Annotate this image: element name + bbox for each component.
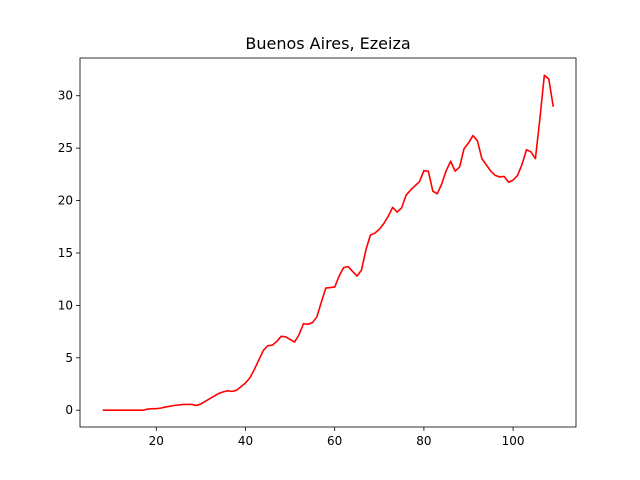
y-tick-label: 25	[58, 141, 73, 155]
x-tick-label: 80	[416, 434, 431, 448]
y-tick-label: 15	[58, 246, 73, 260]
x-tick-label: 40	[238, 434, 253, 448]
y-tick-label: 5	[65, 351, 73, 365]
y-tick-label: 0	[65, 403, 73, 417]
series-line-0	[102, 74, 555, 412]
chart-title: Buenos Aires, Ezeiza	[245, 34, 410, 53]
x-tick-label: 60	[327, 434, 342, 448]
x-tick-label: 100	[502, 434, 525, 448]
y-tick-label: 20	[58, 194, 73, 208]
y-tick-label: 10	[58, 298, 73, 312]
axes-frame	[79, 57, 577, 428]
plot-area: 20 40 60 80 100 0 5 10 15 20 25 30	[58, 57, 577, 448]
x-tick-label: 20	[149, 434, 164, 448]
y-tick-label: 30	[58, 89, 73, 103]
